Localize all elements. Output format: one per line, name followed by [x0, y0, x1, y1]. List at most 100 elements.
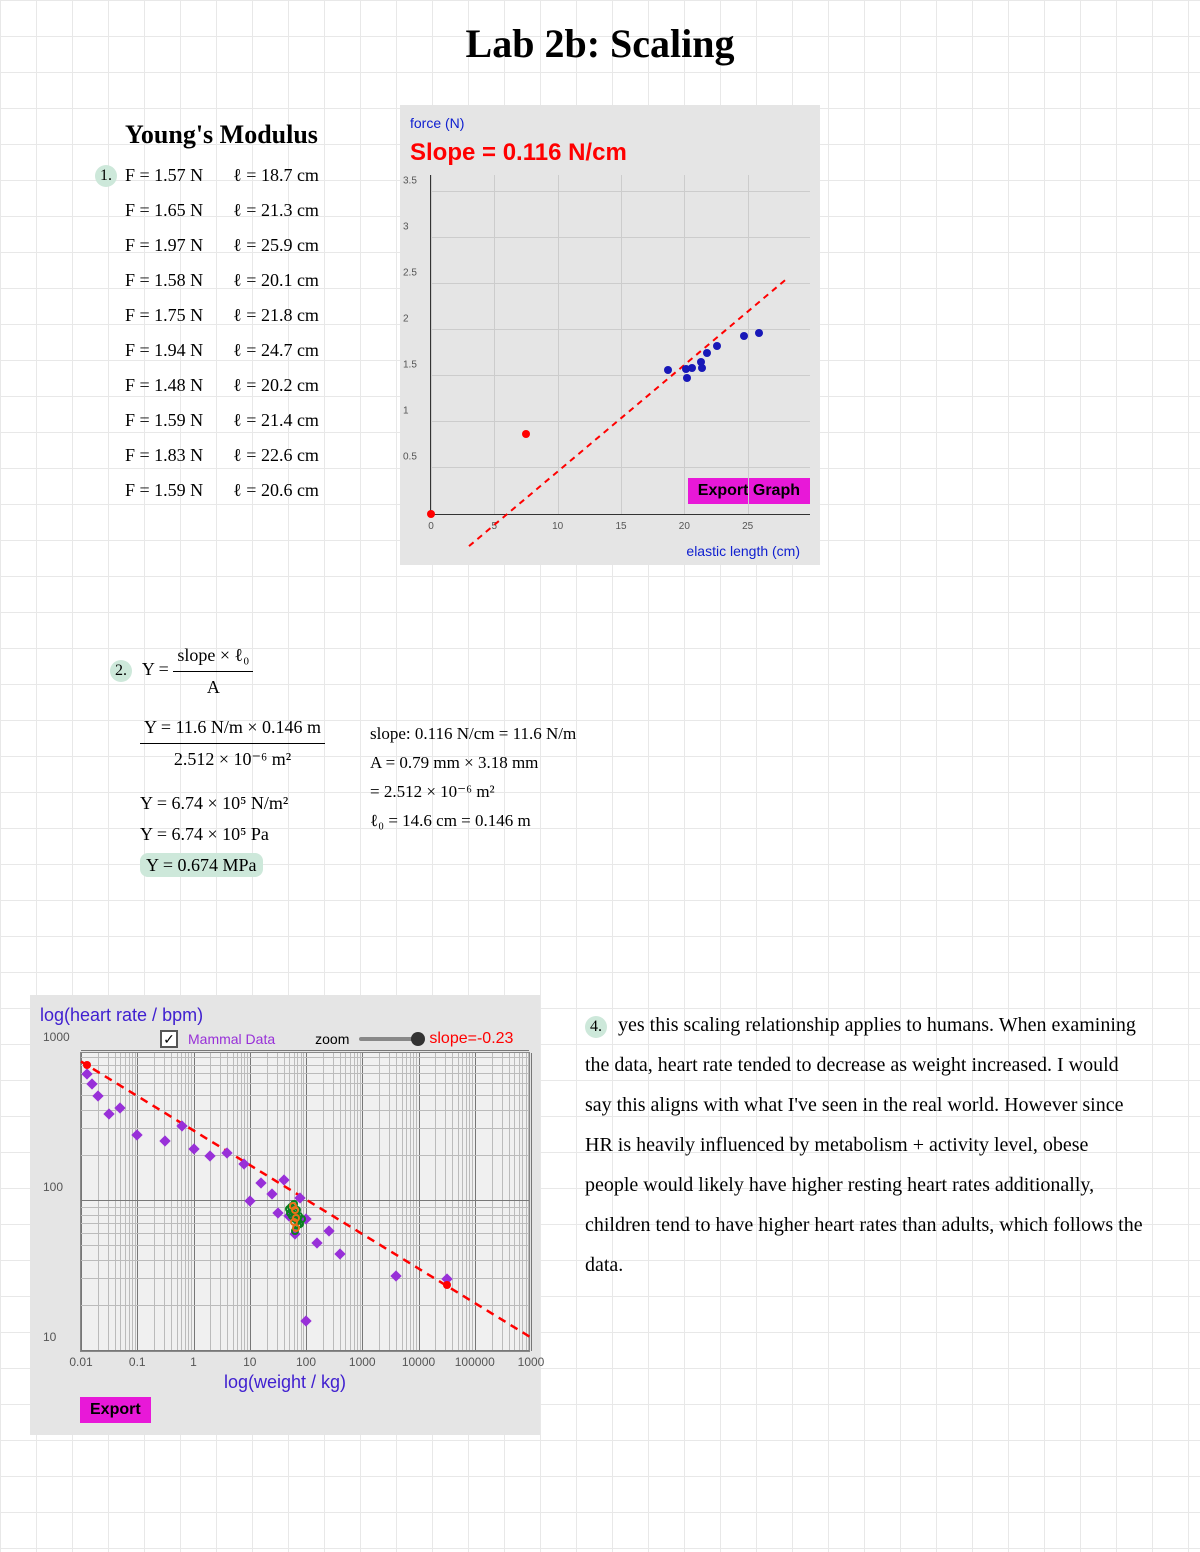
- data-row: F = 1.94 N ℓ = 24.7 cm: [125, 340, 405, 361]
- force-value: F = 1.57 N: [125, 165, 203, 186]
- force-value: F = 1.58 N: [125, 270, 203, 291]
- force-value: F = 1.75 N: [125, 305, 203, 326]
- chart2-xlabel: log(weight / kg): [40, 1372, 530, 1393]
- data-row: F = 1.97 N ℓ = 25.9 cm: [125, 235, 405, 256]
- ytick: 3: [403, 222, 409, 233]
- mammal-data-checkbox[interactable]: ✓: [160, 1030, 178, 1048]
- ytick: 1.5: [403, 360, 417, 371]
- chart1-ylabel: force (N): [410, 115, 810, 131]
- length-value: ℓ = 21.4 cm: [233, 410, 319, 431]
- ytick: 1: [403, 406, 409, 417]
- cluster2-point: [292, 1224, 300, 1232]
- data-row: F = 1.83 N ℓ = 22.6 cm: [125, 445, 405, 466]
- answer-4: 4. yes this scaling relationship applies…: [585, 1005, 1145, 1285]
- length-value: ℓ = 21.3 cm: [233, 200, 319, 221]
- calc-formula-num: slope × ℓ₀: [173, 640, 253, 672]
- force-value: F = 1.97 N: [125, 235, 203, 256]
- data-point: [688, 364, 696, 372]
- length-value: ℓ = 20.6 cm: [233, 480, 319, 501]
- xtick: 10: [243, 1355, 256, 1369]
- data-row: F = 1.59 N ℓ = 21.4 cm: [125, 410, 405, 431]
- chart1-slope-label: Slope = 0.116 N/cm: [410, 139, 810, 167]
- ytick: 0.5: [403, 452, 417, 463]
- data-point: [664, 366, 672, 374]
- ytick: 100: [43, 1180, 63, 1194]
- length-value: ℓ = 18.7 cm: [233, 165, 319, 186]
- length-value: ℓ = 20.2 cm: [233, 375, 319, 396]
- youngs-modulus-data: 1. F = 1.57 Nℓ = 18.7 cmF = 1.65 Nℓ = 21…: [125, 165, 405, 515]
- data-row: F = 1.48 N ℓ = 20.2 cm: [125, 375, 405, 396]
- xtick: 10: [552, 521, 563, 532]
- data-row: F = 1.65 N ℓ = 21.3 cm: [125, 200, 405, 221]
- calc-formula-lhs: Y =: [142, 659, 169, 679]
- data-row: F = 1.59 N ℓ = 20.6 cm: [125, 480, 405, 501]
- aside-l0: ℓ₀ = 14.6 cm = 0.146 m: [370, 807, 576, 836]
- xtick: 1: [190, 1355, 197, 1369]
- data-point: [703, 349, 711, 357]
- ytick: 2: [403, 314, 409, 325]
- data-point: [713, 342, 721, 350]
- chart2-slope-label: slope=-0.23: [429, 1030, 513, 1048]
- chart2-ylabel: log(heart rate / bpm): [40, 1005, 530, 1026]
- page-title: Lab 2b: Scaling: [0, 20, 1200, 67]
- mammal-data-label: Mammal Data: [188, 1031, 275, 1047]
- ytick: 3.5: [403, 176, 417, 187]
- section1-heading: Young's Modulus: [125, 120, 318, 150]
- export-button[interactable]: Export: [80, 1397, 151, 1423]
- data-row: F = 1.57 N ℓ = 18.7 cm: [125, 165, 405, 186]
- answer-text: yes this scaling relationship applies to…: [585, 1014, 1143, 1276]
- trend-anchor: [427, 510, 435, 518]
- calc-result: Y = 0.674 MPa: [140, 853, 263, 877]
- ytick: 2.5: [403, 268, 417, 279]
- ytick: 10: [43, 1330, 56, 1344]
- force-value: F = 1.94 N: [125, 340, 203, 361]
- marker-2: 2.: [110, 660, 132, 682]
- xtick: 100000: [455, 1355, 495, 1369]
- xtick: 15: [615, 521, 626, 532]
- xtick: 1000: [349, 1355, 376, 1369]
- force-value: F = 1.48 N: [125, 375, 203, 396]
- aside-area1: A = 0.79 mm × 3.18 mm: [370, 749, 576, 778]
- xtick: 1000: [518, 1355, 545, 1369]
- data-point: [698, 364, 706, 372]
- xtick: 0: [428, 521, 434, 532]
- chart1-plot-area: Export Graph 0.511.522.533.50510152025: [430, 175, 810, 515]
- trend-anchor: [522, 430, 530, 438]
- marker-1: 1.: [95, 165, 117, 187]
- data-row: F = 1.58 N ℓ = 20.1 cm: [125, 270, 405, 291]
- trend-anchor: [443, 1281, 451, 1289]
- calc-line3: Y = 6.74 × 10⁵ N/m²: [140, 788, 325, 819]
- force-value: F = 1.59 N: [125, 480, 203, 501]
- calc-line2-num: Y = 11.6 N/m × 0.146 m: [140, 712, 325, 744]
- data-point: [755, 329, 763, 337]
- heartrate-weight-chart: log(heart rate / bpm) ✓ Mammal Data zoom…: [30, 995, 540, 1435]
- xtick: 100: [296, 1355, 316, 1369]
- aside-slope: slope: 0.116 N/cm = 11.6 N/m: [370, 720, 576, 749]
- xtick: 0.1: [129, 1355, 146, 1369]
- calc-formula-den: A: [173, 672, 253, 703]
- marker-4: 4.: [585, 1016, 607, 1038]
- xtick: 25: [742, 521, 753, 532]
- xtick: 10000: [402, 1355, 435, 1369]
- force-value: F = 1.59 N: [125, 410, 203, 431]
- length-value: ℓ = 24.7 cm: [233, 340, 319, 361]
- zoom-label: zoom: [315, 1031, 349, 1047]
- length-value: ℓ = 22.6 cm: [233, 445, 319, 466]
- calculation-block: 2. Y = slope × ℓ₀A Y = 11.6 N/m × 0.146 …: [110, 640, 325, 880]
- zoom-slider[interactable]: [359, 1037, 419, 1041]
- data-row: F = 1.75 N ℓ = 21.8 cm: [125, 305, 405, 326]
- calc-line4: Y = 6.74 × 10⁵ Pa: [140, 819, 325, 850]
- aside-area2: = 2.512 × 10⁻⁶ m²: [370, 778, 576, 807]
- force-value: F = 1.83 N: [125, 445, 203, 466]
- force-value: F = 1.65 N: [125, 200, 203, 221]
- data-point: [740, 332, 748, 340]
- xtick: 0.01: [69, 1355, 92, 1369]
- length-value: ℓ = 20.1 cm: [233, 270, 319, 291]
- length-value: ℓ = 21.8 cm: [233, 305, 319, 326]
- calc-line2-den: 2.512 × 10⁻⁶ m²: [140, 744, 325, 775]
- data-point: [683, 374, 691, 382]
- calc-aside: slope: 0.116 N/cm = 11.6 N/m A = 0.79 mm…: [370, 720, 576, 836]
- chart2-plot-area: 0.010.1110100100010000100000100010100100…: [80, 1052, 530, 1352]
- length-value: ℓ = 25.9 cm: [233, 235, 319, 256]
- force-length-chart: force (N) Slope = 0.116 N/cm Export Grap…: [400, 105, 820, 565]
